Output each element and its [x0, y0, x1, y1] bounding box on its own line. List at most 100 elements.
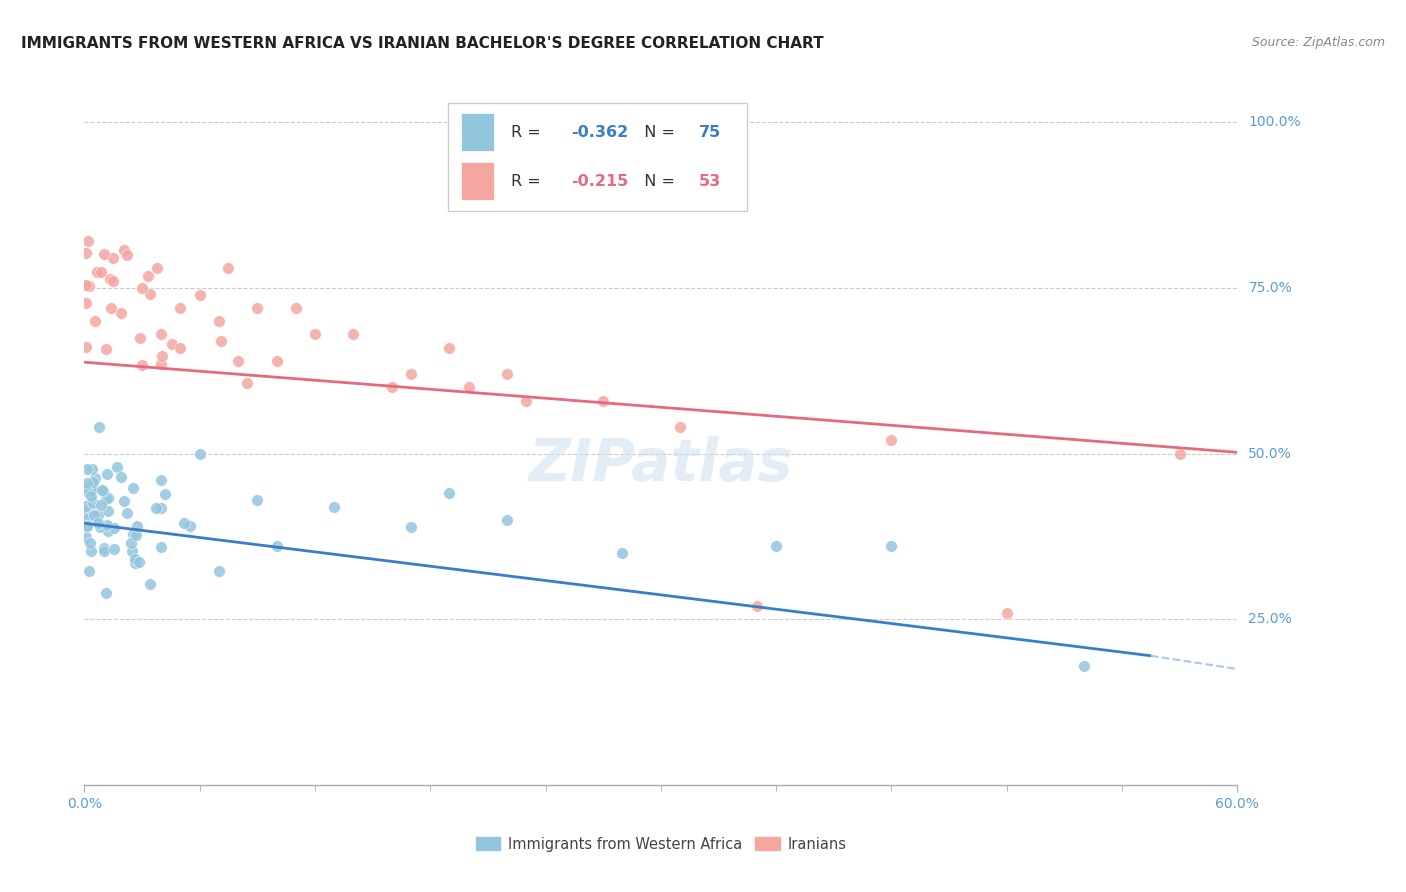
Point [131, 358, 153, 372]
Point [188, 447, 211, 461]
Point [83, 471, 105, 485]
Point [90, 265, 112, 279]
Point [82, 475, 104, 490]
Point [94, 586, 117, 600]
Point [96, 467, 118, 482]
Point [496, 367, 519, 381]
Point [75, 246, 97, 260]
Point [669, 420, 692, 434]
Text: -0.362: -0.362 [571, 125, 628, 140]
Point [87, 420, 110, 434]
Point [121, 527, 143, 541]
Point [77, 564, 100, 578]
Point [149, 501, 172, 516]
Point [77, 234, 100, 248]
Point [1073, 658, 1095, 673]
Text: R =: R = [510, 174, 546, 188]
Point [80, 544, 103, 558]
Text: 25.0%: 25.0% [1249, 612, 1292, 626]
Point [82, 496, 104, 510]
Point [592, 393, 614, 408]
Text: 53: 53 [699, 174, 721, 188]
Point [612, 546, 634, 560]
Point [145, 501, 167, 516]
Text: 75: 75 [699, 125, 721, 140]
Point [103, 274, 124, 288]
Text: -0.215: -0.215 [571, 174, 628, 188]
Point [94, 491, 117, 506]
Point [124, 551, 146, 566]
Point [173, 516, 195, 530]
Point [266, 354, 288, 368]
Point [91, 484, 114, 499]
Text: ZIPatlas: ZIPatlas [529, 436, 793, 493]
Point [77, 279, 100, 293]
Point [124, 556, 146, 570]
Point [96, 504, 118, 518]
Point [208, 314, 231, 328]
Point [995, 606, 1018, 620]
Point [139, 577, 162, 591]
Point [208, 564, 231, 578]
Point [496, 513, 519, 527]
Point [105, 460, 128, 475]
Point [880, 434, 903, 448]
Point [103, 251, 125, 265]
Point [115, 506, 138, 520]
Point [146, 261, 169, 276]
Point [97, 491, 120, 505]
Point [136, 269, 159, 284]
Point [87, 508, 110, 523]
Point [76, 519, 98, 533]
Text: R =: R = [510, 125, 546, 140]
Point [131, 281, 153, 295]
Point [125, 528, 148, 542]
Point [75, 483, 97, 498]
Point [87, 516, 110, 530]
Point [115, 248, 138, 262]
Point [128, 555, 150, 569]
Point [169, 301, 191, 315]
Point [84, 313, 107, 327]
Point [80, 483, 103, 498]
Point [96, 518, 118, 533]
FancyBboxPatch shape [447, 103, 748, 211]
Point [112, 494, 135, 508]
Point [91, 483, 114, 497]
Point [129, 331, 152, 345]
Bar [461, 113, 494, 152]
Point [97, 524, 120, 539]
Point [284, 301, 307, 315]
Point [745, 599, 768, 613]
Text: N =: N = [634, 174, 681, 188]
Point [93, 543, 115, 558]
Point [765, 540, 787, 554]
Point [150, 349, 173, 363]
Point [76, 512, 98, 526]
Point [80, 490, 103, 504]
Point [880, 540, 903, 554]
Point [218, 261, 240, 276]
Point [98, 272, 121, 286]
Point [94, 342, 117, 356]
Point [399, 367, 422, 381]
Text: 100.0%: 100.0% [1249, 115, 1301, 129]
Point [150, 327, 173, 342]
Point [162, 337, 184, 351]
Point [304, 327, 326, 342]
Point [515, 393, 537, 408]
Point [79, 535, 101, 549]
Point [457, 380, 479, 394]
Point [342, 327, 364, 342]
Point [75, 504, 97, 518]
Point [93, 541, 115, 555]
Point [399, 519, 422, 533]
Point [76, 462, 98, 476]
Point [149, 540, 172, 554]
Bar [461, 162, 494, 200]
Point [75, 341, 97, 355]
Text: 50.0%: 50.0% [1249, 447, 1292, 460]
Point [125, 518, 148, 533]
Point [103, 541, 125, 556]
Point [75, 296, 97, 310]
